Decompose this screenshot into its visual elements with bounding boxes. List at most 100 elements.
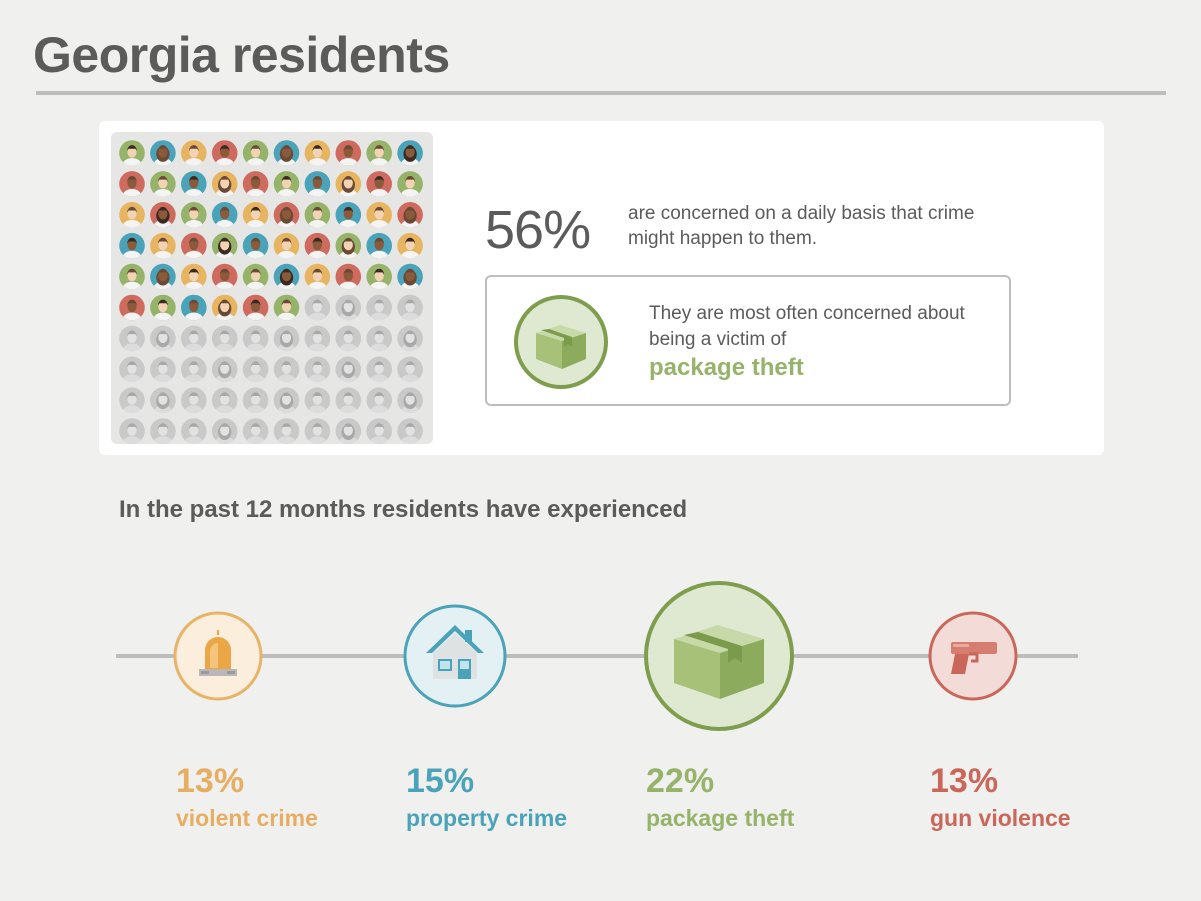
person-avatar xyxy=(335,202,362,228)
person-avatar xyxy=(366,140,392,166)
person-avatar xyxy=(211,140,238,166)
stat-label: property crime xyxy=(406,805,568,831)
person-avatar xyxy=(242,294,269,321)
person-avatar xyxy=(150,232,176,259)
person-avatar xyxy=(335,294,362,321)
person-avatar xyxy=(242,263,269,290)
person-avatar xyxy=(273,171,300,197)
person-avatar xyxy=(150,294,176,321)
person-avatar xyxy=(273,232,300,259)
person-avatar xyxy=(397,294,423,321)
person-avatar xyxy=(150,356,176,383)
person-avatar xyxy=(150,171,176,197)
person-avatar xyxy=(119,171,145,197)
person-avatar xyxy=(304,263,331,290)
person-avatar xyxy=(366,232,392,259)
person-avatar xyxy=(150,202,176,228)
person-avatar xyxy=(273,294,300,321)
person-avatar xyxy=(150,263,176,290)
person-avatar xyxy=(335,387,362,414)
person-avatar xyxy=(366,171,392,197)
person-avatar xyxy=(150,140,176,166)
person-avatar xyxy=(119,418,145,444)
stat-percent: 15% xyxy=(406,762,475,800)
person-avatar xyxy=(397,325,423,352)
person-avatar xyxy=(211,171,238,197)
person-avatar xyxy=(397,140,423,166)
person-avatar xyxy=(366,418,392,444)
person-avatar xyxy=(211,325,238,352)
person-avatar xyxy=(304,232,331,259)
person-avatar xyxy=(181,232,207,259)
person-avatar xyxy=(242,418,269,444)
person-avatar xyxy=(397,232,423,259)
title-divider xyxy=(36,91,1166,95)
person-avatar xyxy=(335,356,362,383)
people-grid xyxy=(111,132,433,444)
person-avatar xyxy=(242,356,269,383)
person-avatar xyxy=(304,171,331,197)
person-avatar xyxy=(150,418,176,444)
person-avatar xyxy=(273,356,300,383)
person-avatar xyxy=(242,171,269,197)
person-avatar xyxy=(397,387,423,414)
person-avatar xyxy=(119,232,145,259)
person-avatar xyxy=(150,387,176,414)
gun-icon xyxy=(928,611,1018,701)
person-avatar xyxy=(366,294,392,321)
person-avatar xyxy=(242,387,269,414)
person-avatar xyxy=(304,202,331,228)
person-avatar xyxy=(119,387,145,414)
person-avatar xyxy=(335,418,362,444)
person-avatar xyxy=(273,418,300,444)
concern-caption: are concerned on a daily basis that crim… xyxy=(628,203,975,249)
person-avatar xyxy=(181,140,207,166)
person-avatar xyxy=(335,140,362,166)
person-avatar xyxy=(366,325,392,352)
person-avatar xyxy=(181,325,207,352)
person-avatar xyxy=(211,232,238,259)
person-avatar xyxy=(273,387,300,414)
person-avatar xyxy=(366,356,392,383)
person-avatar xyxy=(366,387,392,414)
person-avatar xyxy=(181,418,207,444)
person-avatar xyxy=(397,263,423,290)
person-avatar xyxy=(119,294,145,321)
person-avatar xyxy=(119,140,145,166)
stat-percent: 22% xyxy=(646,762,715,800)
concern-detail-box: They are most often concerned about bein… xyxy=(485,275,1011,406)
person-avatar xyxy=(304,418,331,444)
person-avatar xyxy=(273,202,300,228)
person-avatar xyxy=(119,325,145,352)
stat-percent: 13% xyxy=(176,762,245,800)
person-avatar xyxy=(366,202,392,228)
person-avatar xyxy=(119,356,145,383)
stat-percent: 13% xyxy=(930,762,999,800)
person-avatar xyxy=(242,140,269,166)
timeline-line xyxy=(116,654,1078,658)
person-avatar xyxy=(181,387,207,414)
siren-icon xyxy=(173,611,263,701)
person-avatar xyxy=(211,294,238,321)
person-avatar xyxy=(335,325,362,352)
person-avatar xyxy=(181,171,207,197)
page-title: Georgia residents xyxy=(33,27,450,83)
person-avatar xyxy=(273,140,300,166)
person-avatar xyxy=(397,171,423,197)
person-avatar xyxy=(304,325,331,352)
person-avatar xyxy=(304,387,331,414)
person-avatar xyxy=(273,263,300,290)
person-avatar xyxy=(242,232,269,259)
stat-label: gun violence xyxy=(930,805,1071,831)
person-avatar xyxy=(211,263,238,290)
person-avatar xyxy=(397,202,423,228)
person-avatar xyxy=(397,418,423,444)
person-avatar xyxy=(211,387,238,414)
person-avatar xyxy=(304,356,331,383)
stat-label: package theft xyxy=(646,805,795,831)
person-avatar xyxy=(273,325,300,352)
person-avatar xyxy=(211,202,238,228)
person-avatar xyxy=(335,232,362,259)
person-avatar xyxy=(335,263,362,290)
person-avatar xyxy=(304,294,331,321)
